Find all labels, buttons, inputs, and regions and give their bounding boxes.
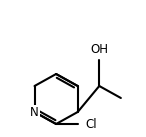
Text: N: N xyxy=(30,105,39,119)
Text: OH: OH xyxy=(90,43,108,56)
Text: Cl: Cl xyxy=(85,118,97,131)
